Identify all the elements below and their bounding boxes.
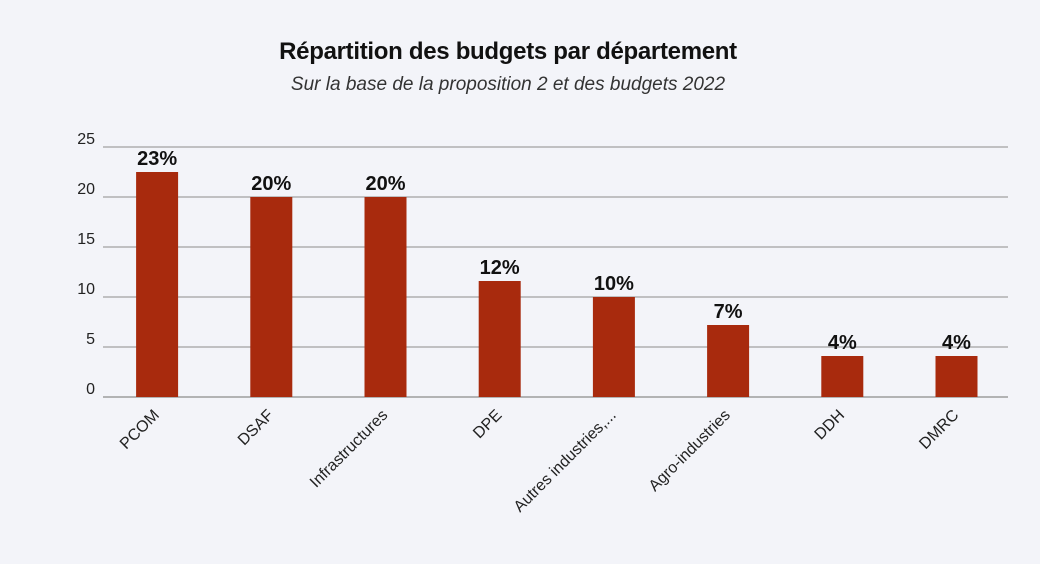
- right-edge: [1040, 0, 1048, 564]
- data-label: 10%: [594, 273, 634, 295]
- bar: [821, 356, 864, 397]
- bar: [592, 297, 635, 397]
- data-label: 23%: [137, 148, 177, 170]
- y-tick-label: 10: [77, 281, 95, 298]
- data-label: 20%: [251, 173, 291, 195]
- y-tick-label: 15: [77, 231, 95, 248]
- data-label: 12%: [480, 257, 520, 279]
- y-tick-label: 0: [86, 381, 95, 398]
- data-label: 20%: [365, 173, 405, 195]
- bar: [478, 281, 521, 397]
- x-tick-label: DPE: [470, 407, 505, 442]
- x-tick-label: Agro-industries: [646, 407, 734, 495]
- data-label: 4%: [828, 332, 857, 354]
- bar: [935, 356, 978, 397]
- y-tick-label: 25: [77, 131, 95, 148]
- bar: [364, 197, 407, 397]
- x-tick-label: DMRC: [916, 407, 962, 453]
- x-tick-label: DSAF: [235, 407, 277, 449]
- x-tick-label: Autres industries,...: [511, 407, 620, 516]
- chart-title: Répartition des budgets par département: [279, 38, 737, 65]
- x-tick-label: PCOM: [117, 407, 163, 453]
- bar: [707, 325, 750, 397]
- bar: [136, 172, 179, 397]
- y-tick-label: 20: [77, 181, 95, 198]
- x-tick-label: Infrastructures: [307, 407, 391, 491]
- data-label: 7%: [714, 301, 743, 323]
- y-tick-label: 5: [86, 331, 95, 348]
- x-tick-label: DDH: [812, 407, 849, 444]
- chart-subtitle: Sur la base de la proposition 2 et des b…: [290, 74, 726, 95]
- bar: [250, 197, 293, 397]
- data-label: 4%: [942, 332, 971, 354]
